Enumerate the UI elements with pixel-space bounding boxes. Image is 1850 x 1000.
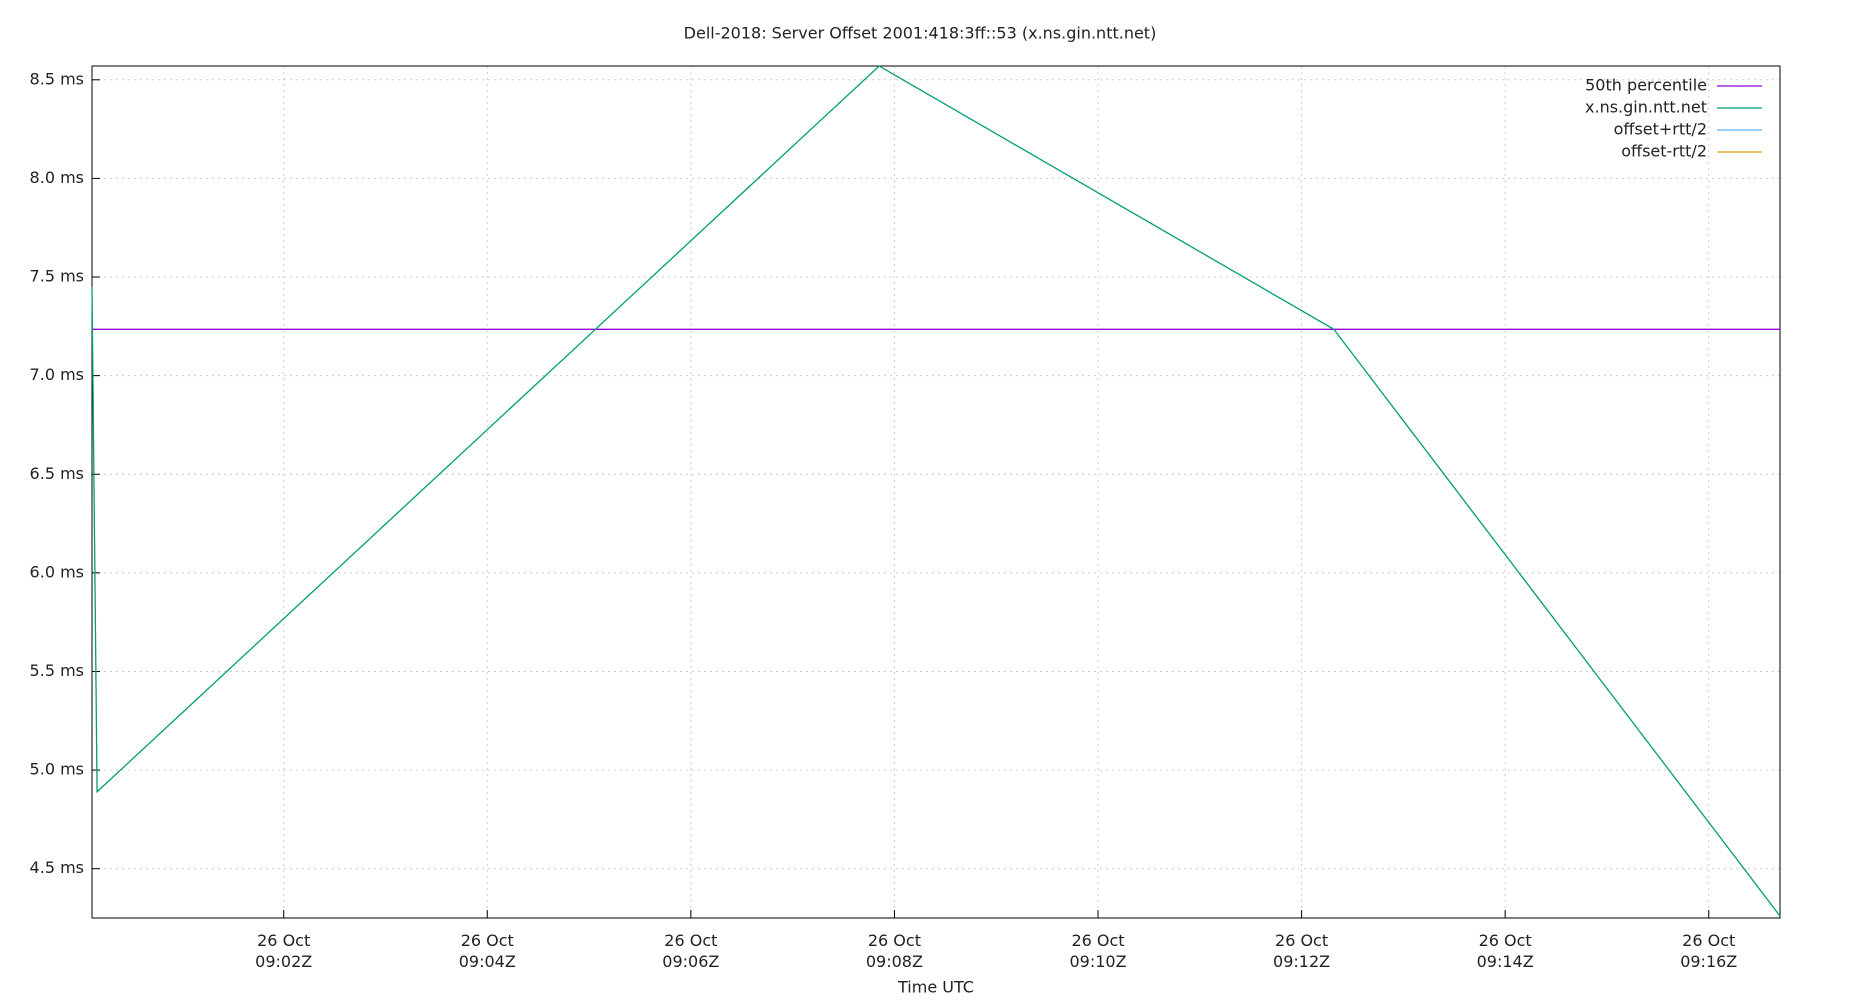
legend-label: x.ns.gin.ntt.net	[1585, 98, 1707, 117]
legend-label: offset+rtt/2	[1614, 120, 1707, 139]
x-tick-label: 26 Oct 09:04Z	[458, 931, 516, 971]
x-tick-label: 26 Oct 09:08Z	[865, 931, 923, 971]
x-tick-label: 26 Oct 09:16Z	[1680, 931, 1738, 971]
y-tick-label: 7.5 ms	[30, 267, 84, 286]
y-tick-label: 8.0 ms	[30, 168, 84, 187]
plot-frame	[91, 65, 1781, 919]
y-tick-label: 7.0 ms	[30, 365, 84, 384]
legend-label: 50th percentile	[1585, 76, 1707, 95]
x-tick-label: 26 Oct 09:14Z	[1476, 931, 1534, 971]
x-tick-label: 26 Oct 09:06Z	[662, 931, 720, 971]
y-tick-label: 5.5 ms	[30, 661, 84, 680]
y-tick-label: 6.0 ms	[30, 562, 84, 581]
legend-label: offset-rtt/2	[1621, 142, 1707, 161]
series-line	[91, 65, 1781, 917]
y-tick-label: 4.5 ms	[30, 858, 84, 877]
x-tick-label: 26 Oct 09:10Z	[1069, 931, 1127, 971]
y-tick-label: 6.5 ms	[30, 464, 84, 483]
y-tick-label: 8.5 ms	[30, 69, 84, 88]
x-axis-label: Time UTC	[897, 978, 974, 997]
y-tick-label: 5.0 ms	[30, 760, 84, 779]
chart-title: Dell-2018: Server Offset 2001:418:3ff::5…	[684, 24, 1157, 43]
x-tick-label: 26 Oct 09:02Z	[255, 931, 313, 971]
x-tick-label: 26 Oct 09:12Z	[1273, 931, 1331, 971]
